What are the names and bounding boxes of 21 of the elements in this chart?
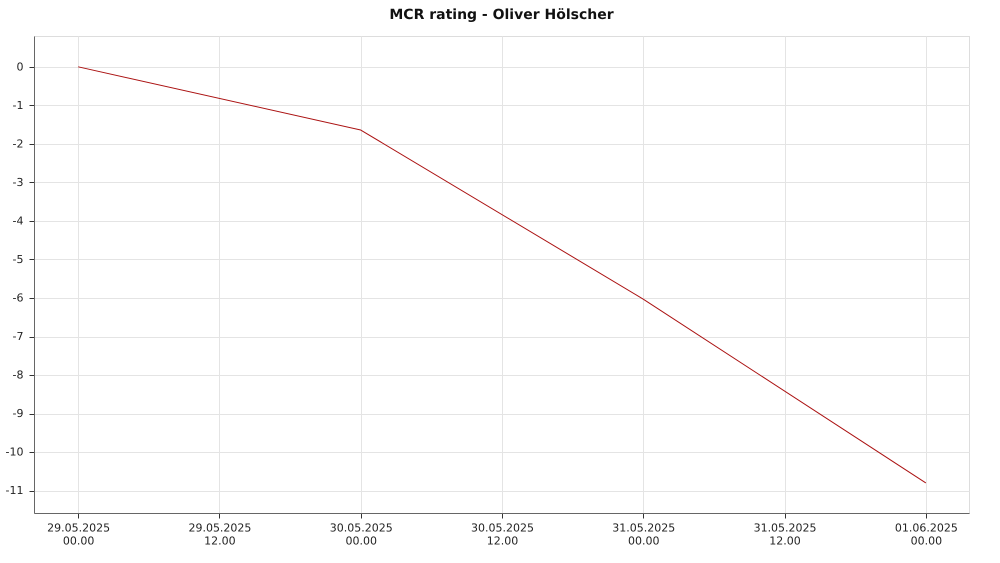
y-tick-label: -6	[12, 292, 24, 305]
x-tick-label: 30.05.2025 00.00	[330, 522, 393, 548]
y-tick-label: -7	[12, 330, 24, 344]
y-tick-label: -10	[6, 446, 24, 459]
y-tick-label: -8	[12, 368, 24, 382]
line-series	[78, 66, 926, 484]
y-tick-label: -5	[12, 252, 24, 266]
y-tick-label: -4	[12, 214, 24, 228]
x-tick-label: 01.06.2025 00.00	[894, 522, 958, 548]
x-tick-label: 30.05.2025 12.00	[471, 522, 534, 548]
chart-title: MCR rating - Oliver Hölscher	[389, 7, 614, 23]
x-tick-label: 29.05.2025 00.00	[47, 522, 110, 548]
y-tick-label: -1	[12, 98, 24, 112]
x-tick-label: 31.05.2025 00.00	[612, 522, 676, 548]
y-tick-label: -3	[12, 176, 24, 189]
y-tick-label: -2	[12, 137, 24, 150]
x-tick-label: 29.05.2025 12.00	[188, 522, 252, 548]
y-tick-label: -11	[6, 484, 24, 498]
x-tick-label: 31.05.2025 12.00	[754, 522, 817, 548]
y-tick-label: 0	[16, 60, 24, 74]
y-tick-label: -9	[12, 407, 24, 420]
